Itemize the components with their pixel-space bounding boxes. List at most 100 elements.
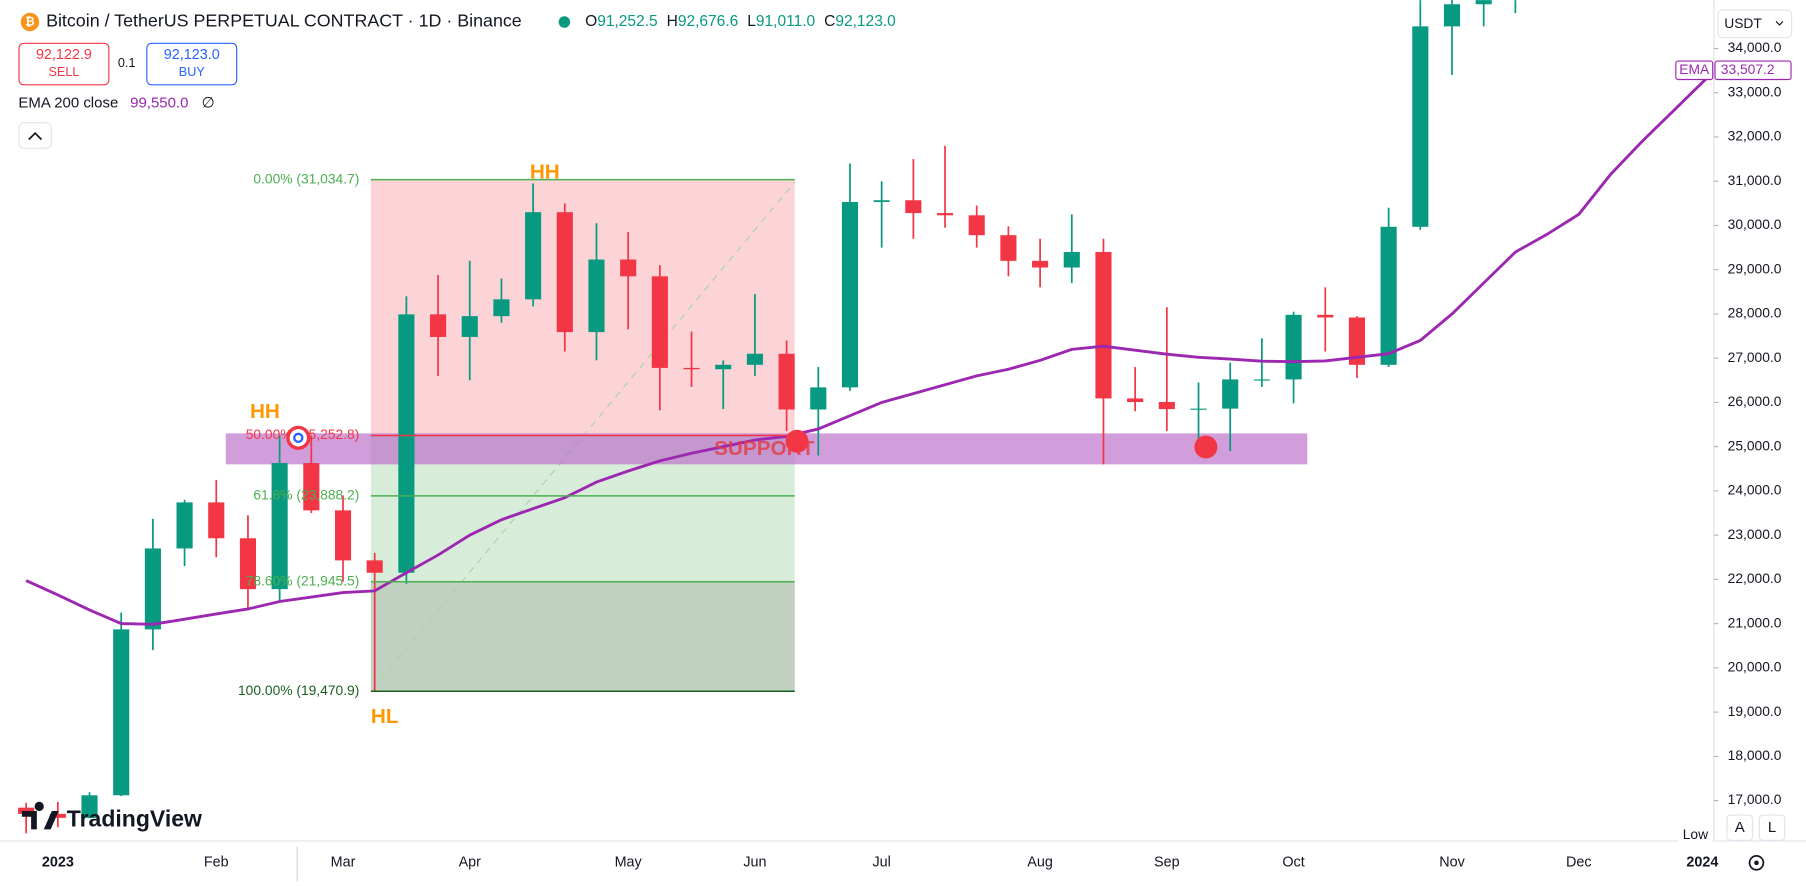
sell-price[interactable]: 92,122.9 bbox=[36, 47, 92, 63]
support-touch bbox=[1194, 435, 1218, 459]
currency-select[interactable] bbox=[1717, 9, 1793, 39]
y-tick-label: 24,000.0 bbox=[1728, 482, 1782, 498]
auto-scale-label[interactable]: A bbox=[1735, 819, 1745, 836]
price-axis: 17,000.0 18,000.0 19,000.0 20,000.0 21,000.0… bbox=[1675, 39, 1792, 807]
currency[interactable]: USDT bbox=[1724, 15, 1762, 31]
ohlc-key: L bbox=[747, 13, 756, 30]
ohlc-values: O91,252.5 H92,676.6 L91,011.0 C92,123.0 bbox=[585, 13, 896, 30]
fib-zone-upper bbox=[370, 179, 795, 436]
candle-body bbox=[1158, 401, 1175, 410]
buy-price[interactable]: 92,123.0 bbox=[164, 47, 220, 63]
fib-level-label: 100.00% (19,470.9) bbox=[238, 682, 359, 698]
candle-body bbox=[208, 502, 225, 539]
candle-body bbox=[841, 202, 859, 388]
ohlc-value: 92,676.6 bbox=[678, 13, 738, 30]
candle-body bbox=[1285, 314, 1302, 380]
sell-label[interactable]: SELL bbox=[48, 65, 79, 79]
candle-body bbox=[936, 213, 954, 216]
ema-tag: EMA bbox=[1679, 61, 1710, 77]
y-tick-label: 29,000.0 bbox=[1728, 260, 1782, 276]
collapse-button[interactable] bbox=[18, 122, 52, 149]
sell-button[interactable] bbox=[18, 42, 110, 86]
overlay: 0.00% (31,034.7)50.00% (25,252.8)61.8% (… bbox=[238, 160, 1218, 728]
indicator-name[interactable]: EMA 200 close bbox=[18, 95, 118, 112]
symbol-icon-glyph: ₿ bbox=[25, 17, 34, 29]
ohlc-key: H bbox=[667, 13, 678, 30]
plot-area bbox=[18, 0, 1714, 834]
pattern-label: HH bbox=[250, 400, 280, 423]
logo-mark bbox=[21, 801, 59, 830]
candle-body bbox=[1380, 226, 1397, 365]
fib-trend-line bbox=[379, 181, 796, 681]
collapse-icon bbox=[28, 131, 43, 141]
candle-body bbox=[1475, 0, 1492, 5]
candle-body bbox=[461, 316, 478, 337]
candle-body bbox=[1443, 4, 1461, 27]
x-tick-label: Apr bbox=[459, 855, 482, 871]
candle-body bbox=[1190, 408, 1207, 410]
candle-body bbox=[239, 538, 257, 590]
ohlc-value: 91,252.5 bbox=[597, 13, 657, 30]
y-tick-label: 34,000.0 bbox=[1728, 39, 1782, 55]
candle-body bbox=[1095, 252, 1112, 399]
x-tick-label: Aug bbox=[1027, 855, 1053, 871]
y-tick-label: 18,000.0 bbox=[1728, 747, 1782, 763]
buy-button[interactable] bbox=[146, 42, 238, 86]
x-tick-label: Oct bbox=[1282, 855, 1304, 871]
candle-body bbox=[778, 353, 795, 410]
logo-text[interactable]: TradingView bbox=[67, 805, 202, 831]
candle-body bbox=[493, 299, 510, 317]
y-tick-label: 21,000.0 bbox=[1728, 614, 1782, 630]
candle-body bbox=[525, 212, 542, 300]
y-tick-label: 26,000.0 bbox=[1728, 393, 1782, 409]
ema-tag-box bbox=[1675, 60, 1714, 81]
time-axis: 2023 Feb Mar Apr May Jun Jul Aug Sep Oct Nov Dec 202… bbox=[42, 855, 1718, 871]
log-scale-label[interactable]: L bbox=[1768, 819, 1776, 836]
candle-body bbox=[968, 215, 985, 236]
candle-body bbox=[1032, 260, 1049, 268]
x-tick-label: Mar bbox=[331, 855, 356, 871]
y-tick-label: 17,000.0 bbox=[1728, 791, 1782, 807]
fib-level-label: 78.60% (21,945.5) bbox=[246, 572, 360, 588]
indicator-suffix: ∅ bbox=[202, 95, 215, 112]
settings-icon[interactable] bbox=[1748, 855, 1765, 871]
fib-level-label: 61.8% (23,888.2) bbox=[253, 487, 359, 503]
candle-body bbox=[1000, 235, 1017, 261]
candle-body bbox=[430, 314, 447, 337]
ema-price-label: 33,507.2 bbox=[1721, 61, 1775, 77]
candle-body bbox=[683, 367, 700, 370]
y-tick-label: 33,000.0 bbox=[1728, 83, 1782, 99]
symbol-icon bbox=[20, 12, 40, 32]
ohlc-value: 91,011.0 bbox=[756, 13, 816, 30]
y-tick-label: 31,000.0 bbox=[1728, 172, 1782, 188]
x-tick-label: Sep bbox=[1154, 855, 1180, 871]
market-status[interactable] bbox=[558, 16, 571, 28]
candle-body bbox=[715, 364, 732, 370]
x-tick-label: Dec bbox=[1566, 855, 1592, 871]
ohlc-value: 92,123.0 bbox=[835, 13, 896, 30]
symbol-title[interactable]: Bitcoin / TetherUS PERPETUAL CONTRACT · … bbox=[46, 11, 522, 31]
candle-body bbox=[398, 314, 415, 573]
y-tick-label: 27,000.0 bbox=[1728, 349, 1782, 365]
quantity[interactable]: 0.1 bbox=[118, 56, 136, 70]
y-tick-label: 22,000.0 bbox=[1728, 570, 1782, 586]
ohlc-key: O bbox=[585, 13, 597, 30]
candle-body bbox=[1063, 252, 1080, 268]
fib-zone-lower bbox=[370, 435, 795, 692]
candle-body bbox=[620, 259, 637, 277]
indicator-value: 99,550.0 bbox=[130, 95, 188, 112]
candle-body bbox=[366, 560, 383, 573]
fib-zone-deep bbox=[370, 581, 795, 692]
candle-body bbox=[1253, 379, 1270, 381]
ohlc-key: C bbox=[824, 13, 835, 30]
y-tick-label: 28,000.0 bbox=[1728, 305, 1782, 321]
candle-body bbox=[81, 795, 98, 818]
auto-scale-button[interactable] bbox=[1726, 814, 1754, 841]
buy-label[interactable]: BUY bbox=[179, 65, 206, 79]
pattern-label: HH bbox=[530, 160, 560, 183]
x-tick-label: May bbox=[615, 855, 643, 871]
x-tick-label: Feb bbox=[204, 855, 229, 871]
log-scale-button[interactable] bbox=[1758, 814, 1786, 841]
